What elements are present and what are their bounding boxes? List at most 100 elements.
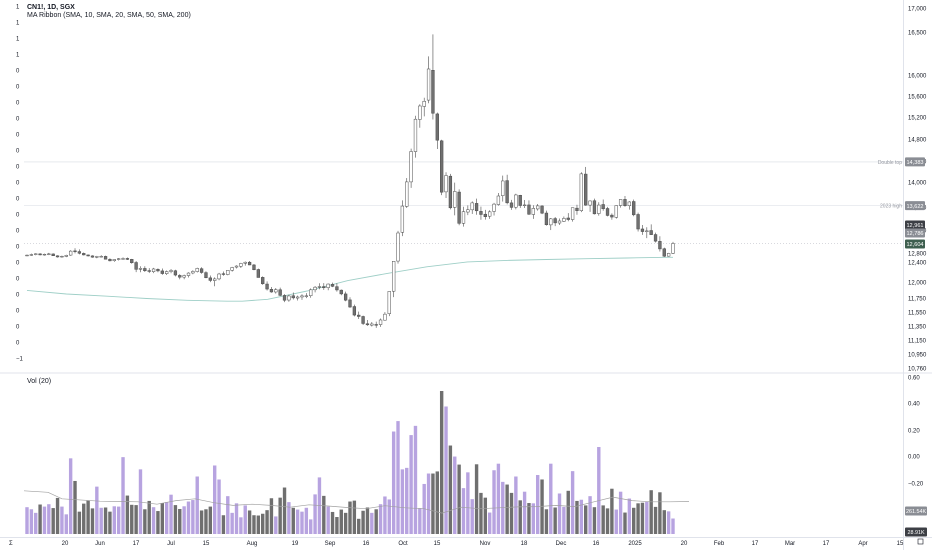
left-axis-tick: 0 bbox=[16, 117, 20, 123]
volume-bar bbox=[357, 518, 361, 534]
volume-bar bbox=[230, 512, 234, 534]
sma200-line bbox=[26, 256, 673, 302]
volume-bar bbox=[658, 492, 662, 534]
candle-body bbox=[82, 253, 86, 256]
volume-bar bbox=[444, 406, 448, 534]
time-axis-label: Jul bbox=[167, 541, 175, 547]
volume-bar bbox=[610, 488, 614, 534]
volume-bar bbox=[431, 473, 435, 534]
volume-bar bbox=[147, 500, 151, 534]
volume-bar bbox=[212, 465, 217, 534]
candle-body bbox=[549, 218, 553, 226]
candle-body bbox=[409, 151, 413, 183]
candle-body bbox=[243, 261, 247, 264]
candle-body bbox=[658, 241, 662, 250]
candle-body bbox=[256, 269, 260, 278]
candle-body bbox=[374, 324, 378, 326]
settings-icon[interactable] bbox=[917, 538, 924, 545]
price-axis-tick: 11,150 bbox=[908, 339, 927, 345]
candle-body bbox=[496, 195, 501, 205]
candle-body bbox=[448, 175, 453, 209]
volume-bar bbox=[226, 496, 230, 534]
candle-body bbox=[217, 273, 221, 280]
candle-body bbox=[234, 265, 239, 268]
volume-bar bbox=[461, 488, 466, 534]
volume-bar bbox=[265, 510, 269, 534]
candle-body bbox=[365, 323, 370, 326]
volume-bar bbox=[409, 435, 413, 534]
left-axis-tick: 0 bbox=[16, 277, 20, 283]
candle-body bbox=[269, 289, 274, 293]
left-axis-tick: 0 bbox=[16, 261, 20, 267]
candle-body bbox=[322, 286, 326, 289]
candle-body bbox=[605, 208, 610, 216]
volume-bar bbox=[636, 503, 640, 534]
candle-body bbox=[125, 258, 130, 260]
candle-body bbox=[339, 289, 343, 295]
price-axis-tick: 11,750 bbox=[908, 297, 927, 303]
candle-body bbox=[348, 299, 352, 308]
volume-bar bbox=[186, 501, 191, 534]
volume-bar bbox=[518, 500, 522, 534]
volume-bar bbox=[82, 503, 86, 534]
left-axis-tick: 1 bbox=[16, 37, 20, 43]
volume-bar bbox=[649, 490, 653, 534]
volume-bar bbox=[570, 471, 575, 534]
volume-bar bbox=[160, 503, 165, 534]
volume-bar bbox=[191, 500, 195, 534]
volume-bar bbox=[134, 505, 138, 534]
candle-body bbox=[343, 293, 348, 301]
candle-body bbox=[553, 218, 557, 224]
annotation-label: Double top bbox=[878, 160, 902, 166]
candle-body bbox=[413, 118, 418, 152]
volume-bar bbox=[239, 517, 243, 534]
candle-body bbox=[435, 113, 439, 141]
price-badge-label: 13,622 bbox=[906, 204, 923, 210]
volume-bar bbox=[208, 506, 213, 534]
volume-bar bbox=[487, 512, 492, 534]
candle-body bbox=[134, 262, 138, 270]
volume-bar bbox=[99, 507, 103, 534]
volume-bar bbox=[73, 480, 77, 534]
volume-bar bbox=[309, 519, 313, 534]
volume-bar bbox=[108, 511, 112, 534]
candle-body bbox=[566, 217, 570, 220]
volume-bar bbox=[418, 508, 422, 534]
candle-body bbox=[614, 205, 618, 218]
left-axis-tick: 0 bbox=[16, 85, 20, 91]
candle-body bbox=[426, 68, 431, 101]
volume-bar bbox=[496, 463, 501, 534]
price-axis-tick: 17,000 bbox=[908, 7, 927, 13]
candle-body bbox=[488, 211, 492, 217]
left-axis-tick: 0 bbox=[16, 213, 20, 219]
volume-bar bbox=[588, 496, 592, 534]
candle-body bbox=[55, 255, 60, 258]
volume-bar bbox=[474, 464, 479, 534]
candle-body bbox=[544, 212, 549, 226]
candle-body bbox=[483, 213, 487, 217]
candle-body bbox=[440, 140, 444, 193]
volume-bar bbox=[335, 517, 339, 534]
candle-body bbox=[77, 251, 82, 254]
time-axis-label: 15 bbox=[434, 541, 441, 547]
candle-body bbox=[291, 295, 295, 299]
candle-body bbox=[160, 270, 164, 274]
volume-legend[interactable]: Vol (20) bbox=[27, 378, 52, 385]
time-axis-label: 2025 bbox=[628, 541, 642, 547]
volume-bar bbox=[374, 509, 378, 534]
volume-bar bbox=[151, 507, 156, 534]
candle-body bbox=[108, 259, 112, 262]
volume-bar bbox=[274, 516, 278, 534]
candle-body bbox=[60, 255, 64, 258]
volume-bar bbox=[217, 479, 221, 534]
ma-ribbon-legend[interactable]: MA Ribbon (SMA, 10, SMA, 20, SMA, 50, SM… bbox=[27, 12, 191, 19]
volume-bar bbox=[326, 506, 330, 534]
symbol-legend[interactable]: CN1!, 1D, SGX bbox=[27, 4, 75, 11]
volume-bar bbox=[365, 507, 370, 534]
left-axis-tick: 0 bbox=[16, 229, 20, 235]
price-badge bbox=[905, 157, 925, 167]
left-axis-tick: 0 bbox=[16, 309, 20, 315]
volume-bar bbox=[304, 507, 309, 534]
price-badge bbox=[905, 228, 925, 238]
price-badge-label: 14,383 bbox=[906, 160, 923, 166]
